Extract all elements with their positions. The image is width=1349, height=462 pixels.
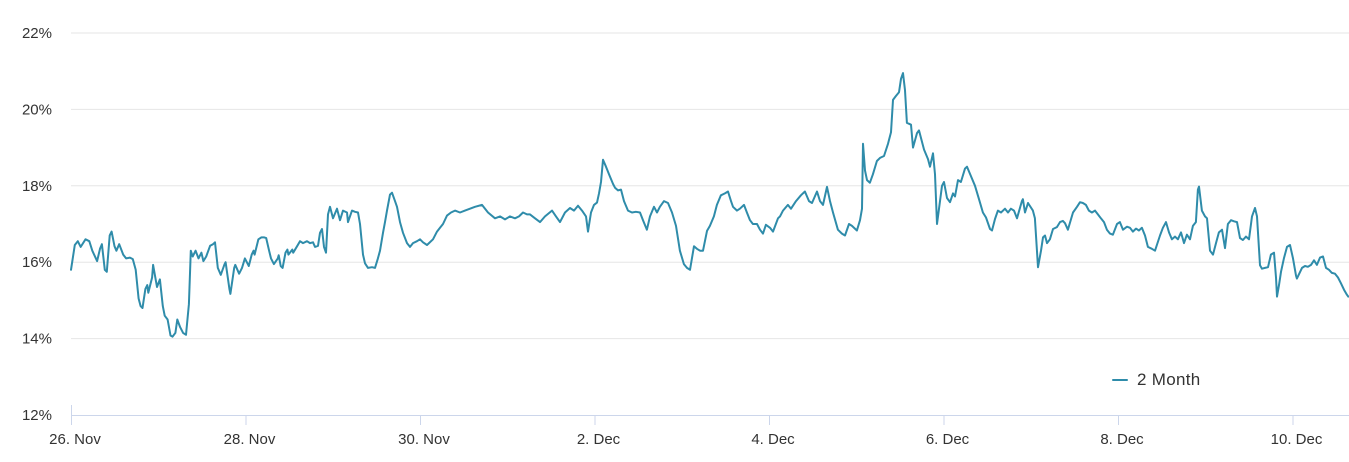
- y-axis-label: 20%: [22, 101, 52, 118]
- y-axis-label: 18%: [22, 178, 52, 195]
- y-axis-label: 14%: [22, 331, 52, 348]
- x-axis-label: 26. Nov: [49, 431, 101, 448]
- legend-item-2-month[interactable]: 2 Month: [1112, 366, 1201, 394]
- legend-item-label: 2 Month: [1137, 370, 1201, 389]
- x-axis-label: 10. Dec: [1271, 431, 1323, 448]
- x-axis-label: 30. Nov: [398, 431, 450, 448]
- x-axis-label: 28. Nov: [224, 431, 276, 448]
- series-line-2-month[interactable]: [70, 72, 1349, 338]
- x-axis-label: 4. Dec: [751, 431, 795, 448]
- x-axis-label: 2. Dec: [577, 431, 621, 448]
- y-axis-label: 16%: [22, 254, 52, 271]
- x-axis-label: 6. Dec: [926, 431, 970, 448]
- legend-line-swatch: [1112, 379, 1128, 381]
- y-axis-label: 12%: [22, 407, 52, 424]
- x-axis-label: 8. Dec: [1100, 431, 1144, 448]
- y-axis-label: 22%: [22, 25, 52, 42]
